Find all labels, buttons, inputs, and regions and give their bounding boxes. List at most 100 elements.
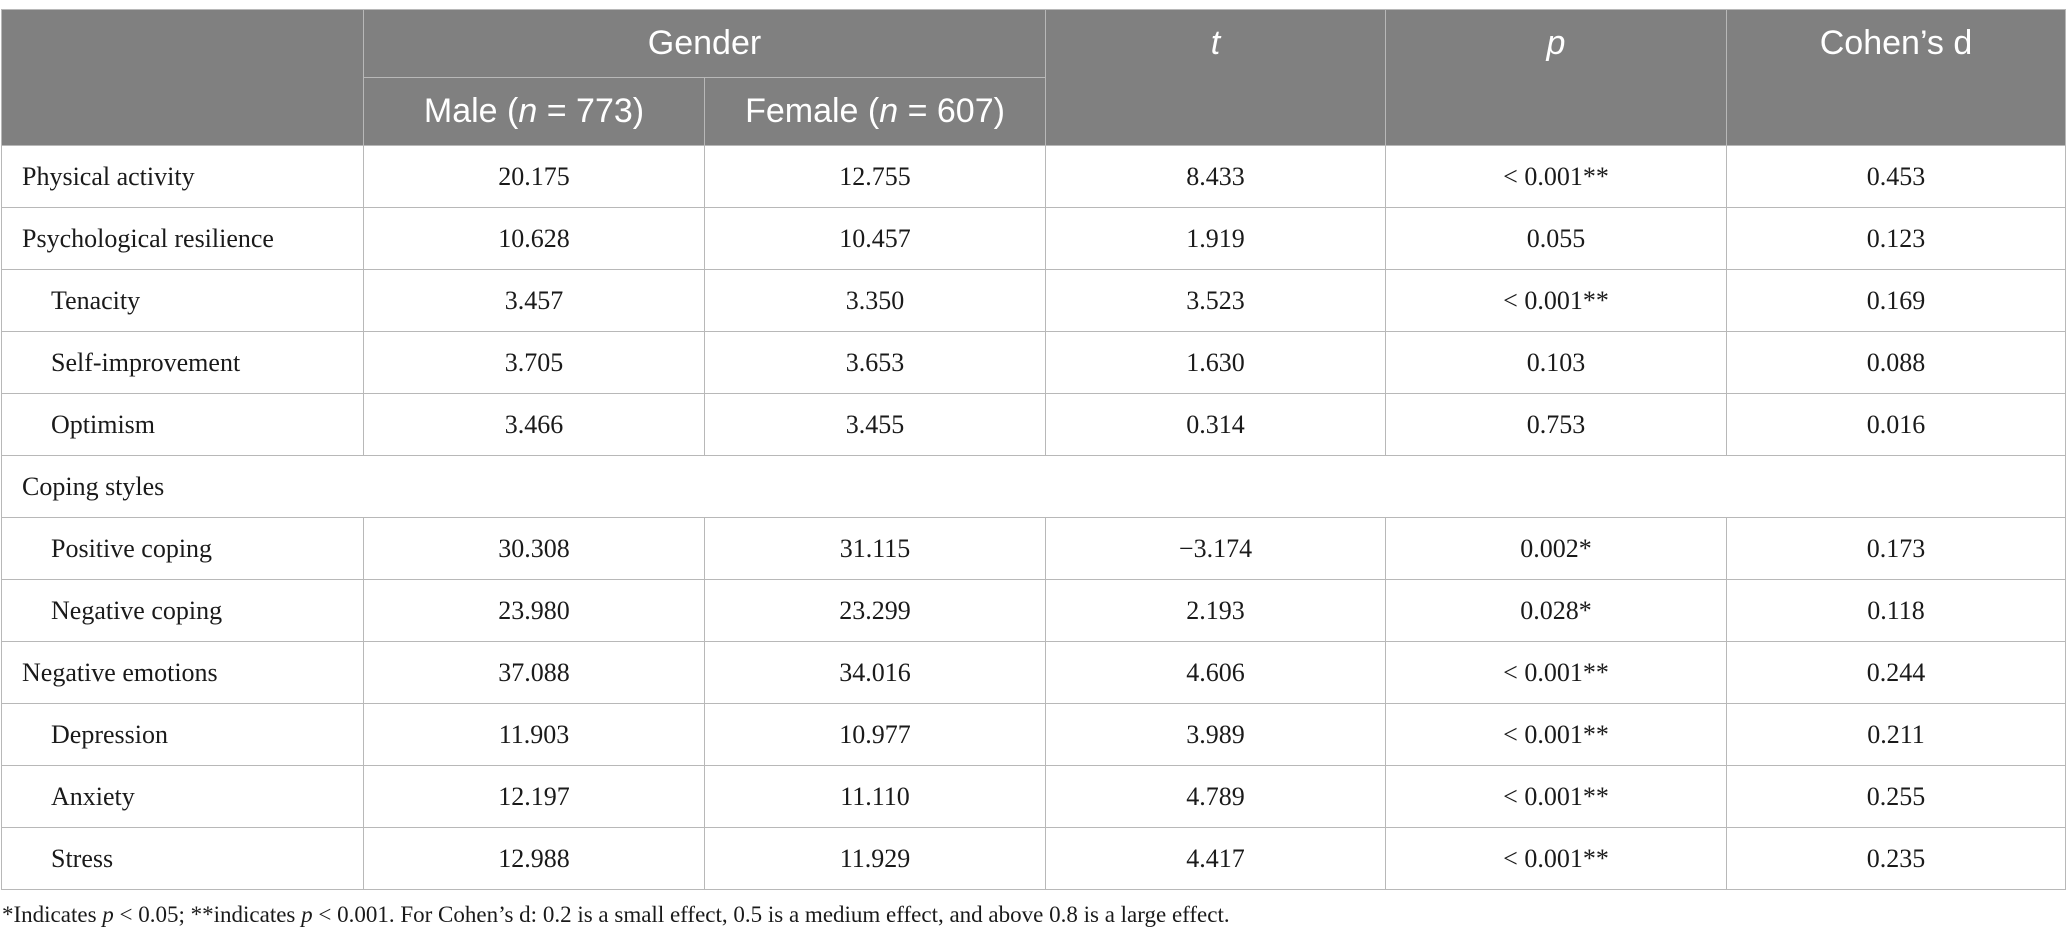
group-row: Coping styles [1, 455, 2066, 518]
female-value: 34.016 [704, 641, 1046, 704]
cohens-d-value: 0.123 [1726, 207, 2066, 270]
row-label: Negative coping [1, 579, 364, 642]
row-label: Depression [1, 703, 364, 766]
table-body: Physical activity 20.175 12.755 8.433 < … [1, 145, 2066, 890]
cohens-d-value: 0.169 [1726, 269, 2066, 332]
female-value: 31.115 [704, 517, 1046, 580]
female-value: 10.457 [704, 207, 1046, 270]
p-value: < 0.001** [1385, 827, 1727, 890]
p-value: < 0.001** [1385, 641, 1727, 704]
header-female-prefix: Female ( [745, 92, 880, 130]
t-value: 3.523 [1045, 269, 1386, 332]
header-p: p [1385, 9, 1727, 146]
cohens-d-value: 0.235 [1726, 827, 2066, 890]
table-row: Positive coping 30.308 31.115 −3.174 0.0… [1, 517, 2066, 580]
male-value: 30.308 [363, 517, 705, 580]
header-cohens-d: Cohen’s d [1726, 9, 2066, 146]
t-value: −3.174 [1045, 517, 1386, 580]
row-label: Positive coping [1, 517, 364, 580]
table-row: Negative coping 23.980 23.299 2.193 0.02… [1, 579, 2066, 642]
row-label: Negative emotions [1, 641, 364, 704]
female-value: 12.755 [704, 145, 1046, 208]
table-header: Gender t p Cohen’s d Male (n = 773) Fema… [1, 9, 2066, 146]
header-empty-cell [1, 9, 364, 146]
p-value: < 0.001** [1385, 145, 1727, 208]
cohens-d-value: 0.453 [1726, 145, 2066, 208]
group-label: Coping styles [1, 455, 2066, 518]
t-value: 4.789 [1045, 765, 1386, 828]
p-value: < 0.001** [1385, 765, 1727, 828]
cohens-d-value: 0.118 [1726, 579, 2066, 642]
cohens-d-value: 0.173 [1726, 517, 2066, 580]
male-value: 11.903 [363, 703, 705, 766]
male-value: 3.466 [363, 393, 705, 456]
male-value: 23.980 [363, 579, 705, 642]
footnote-part-3: < 0.001. For Cohen’s d: 0.2 is a small e… [312, 902, 1230, 927]
table-row: Negative emotions 37.088 34.016 4.606 < … [1, 641, 2066, 704]
female-value: 11.929 [704, 827, 1046, 890]
footnote-part-2: < 0.05; **indicates [113, 902, 302, 927]
t-value: 0.314 [1045, 393, 1386, 456]
header-female-n-value: = 607) [898, 92, 1005, 130]
t-value: 2.193 [1045, 579, 1386, 642]
p-value: 0.002* [1385, 517, 1727, 580]
header-female: Female (n = 607) [704, 77, 1046, 146]
row-label: Physical activity [1, 145, 364, 208]
cohens-d-value: 0.088 [1726, 331, 2066, 394]
gender-comparison-table: Gender t p Cohen’s d Male (n = 773) Fema… [1, 9, 2066, 890]
male-value: 37.088 [363, 641, 705, 704]
header-t: t [1045, 9, 1386, 146]
row-label: Tenacity [1, 269, 364, 332]
female-value: 10.977 [704, 703, 1046, 766]
p-value: 0.028* [1385, 579, 1727, 642]
t-value: 8.433 [1045, 145, 1386, 208]
footnote-part-1: *Indicates [2, 902, 103, 927]
p-value: < 0.001** [1385, 269, 1727, 332]
header-male: Male (n = 773) [363, 77, 705, 146]
table-footnote: *Indicates p < 0.05; **indicates p < 0.0… [2, 902, 1230, 928]
table-row: Stress 12.988 11.929 4.417 < 0.001** 0.2… [1, 827, 2066, 890]
p-value: 0.753 [1385, 393, 1727, 456]
t-value: 4.417 [1045, 827, 1386, 890]
cohens-d-value: 0.255 [1726, 765, 2066, 828]
female-value: 11.110 [704, 765, 1046, 828]
male-value: 12.197 [363, 765, 705, 828]
row-label: Optimism [1, 393, 364, 456]
cohens-d-value: 0.211 [1726, 703, 2066, 766]
row-label: Psychological resilience [1, 207, 364, 270]
male-value: 20.175 [363, 145, 705, 208]
table-row: Self-improvement 3.705 3.653 1.630 0.103… [1, 331, 2066, 394]
p-value: 0.055 [1385, 207, 1727, 270]
cohens-d-value: 0.016 [1726, 393, 2066, 456]
t-value: 4.606 [1045, 641, 1386, 704]
table-row: Anxiety 12.197 11.110 4.789 < 0.001** 0.… [1, 765, 2066, 828]
row-label: Self-improvement [1, 331, 364, 394]
female-value: 3.653 [704, 331, 1046, 394]
table-row: Physical activity 20.175 12.755 8.433 < … [1, 145, 2066, 208]
header-male-n-value: = 773) [537, 92, 645, 130]
p-value: < 0.001** [1385, 703, 1727, 766]
t-value: 1.630 [1045, 331, 1386, 394]
male-value: 3.705 [363, 331, 705, 394]
footnote-p-symbol-2: p [301, 902, 313, 927]
table-row: Depression 11.903 10.977 3.989 < 0.001**… [1, 703, 2066, 766]
header-t-label: t [1210, 24, 1221, 62]
header-p-label: p [1546, 24, 1566, 62]
table-row: Optimism 3.466 3.455 0.314 0.753 0.016 [1, 393, 2066, 456]
row-label: Stress [1, 827, 364, 890]
female-value: 23.299 [704, 579, 1046, 642]
header-male-n-symbol: n [518, 92, 538, 130]
table-row: Psychological resilience 10.628 10.457 1… [1, 207, 2066, 270]
cohens-d-value: 0.244 [1726, 641, 2066, 704]
table-row: Tenacity 3.457 3.350 3.523 < 0.001** 0.1… [1, 269, 2066, 332]
female-value: 3.350 [704, 269, 1046, 332]
female-value: 3.455 [704, 393, 1046, 456]
footnote-p-symbol-1: p [102, 902, 114, 927]
header-male-prefix: Male ( [423, 92, 519, 130]
row-label: Anxiety [1, 765, 364, 828]
p-value: 0.103 [1385, 331, 1727, 394]
male-value: 12.988 [363, 827, 705, 890]
male-value: 10.628 [363, 207, 705, 270]
header-female-n-symbol: n [879, 92, 899, 130]
